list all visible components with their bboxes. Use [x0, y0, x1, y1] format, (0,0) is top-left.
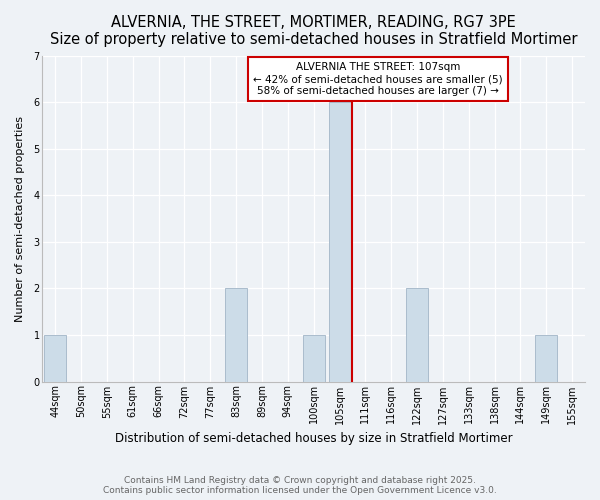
Bar: [44, 335, 66, 382]
Text: Contains HM Land Registry data © Crown copyright and database right 2025.
Contai: Contains HM Land Registry data © Crown c…: [103, 476, 497, 495]
Bar: [535, 335, 557, 382]
Y-axis label: Number of semi-detached properties: Number of semi-detached properties: [15, 116, 25, 322]
Bar: [406, 288, 428, 382]
Bar: [225, 288, 247, 382]
Bar: [329, 102, 350, 382]
X-axis label: Distribution of semi-detached houses by size in Stratfield Mortimer: Distribution of semi-detached houses by …: [115, 432, 512, 445]
Title: ALVERNIA, THE STREET, MORTIMER, READING, RG7 3PE
Size of property relative to se: ALVERNIA, THE STREET, MORTIMER, READING,…: [50, 15, 577, 48]
Text: ALVERNIA THE STREET: 107sqm
← 42% of semi-detached houses are smaller (5)
58% of: ALVERNIA THE STREET: 107sqm ← 42% of sem…: [253, 62, 503, 96]
Bar: [302, 335, 325, 382]
